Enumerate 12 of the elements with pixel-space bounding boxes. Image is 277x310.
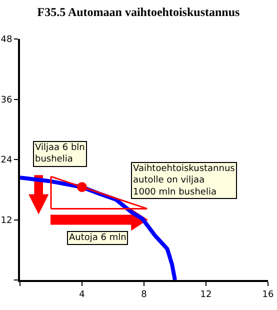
y-tick-label: 12 — [0, 216, 12, 226]
annotation: Vaihtoehtoiskustannus autolle on viljaa 1000 mln bushelia — [133, 164, 236, 198]
x-tick-label: 16 — [262, 290, 274, 300]
annotation: Viljaa 6 bln bushelia — [35, 143, 85, 165]
y-tick-label: 24 — [0, 156, 12, 166]
chart-title: F35.5 Automaan vaihtoehtoiskustannus — [37, 5, 240, 20]
x-tick-label: 8 — [141, 290, 148, 300]
x-tick-label: 12 — [200, 290, 212, 300]
annotation: Autoja 6 mln — [69, 233, 126, 243]
x-tick-label: 4 — [79, 290, 86, 300]
y-tick-label: 36 — [0, 95, 12, 106]
y-tick-label: 48 — [0, 35, 12, 46]
